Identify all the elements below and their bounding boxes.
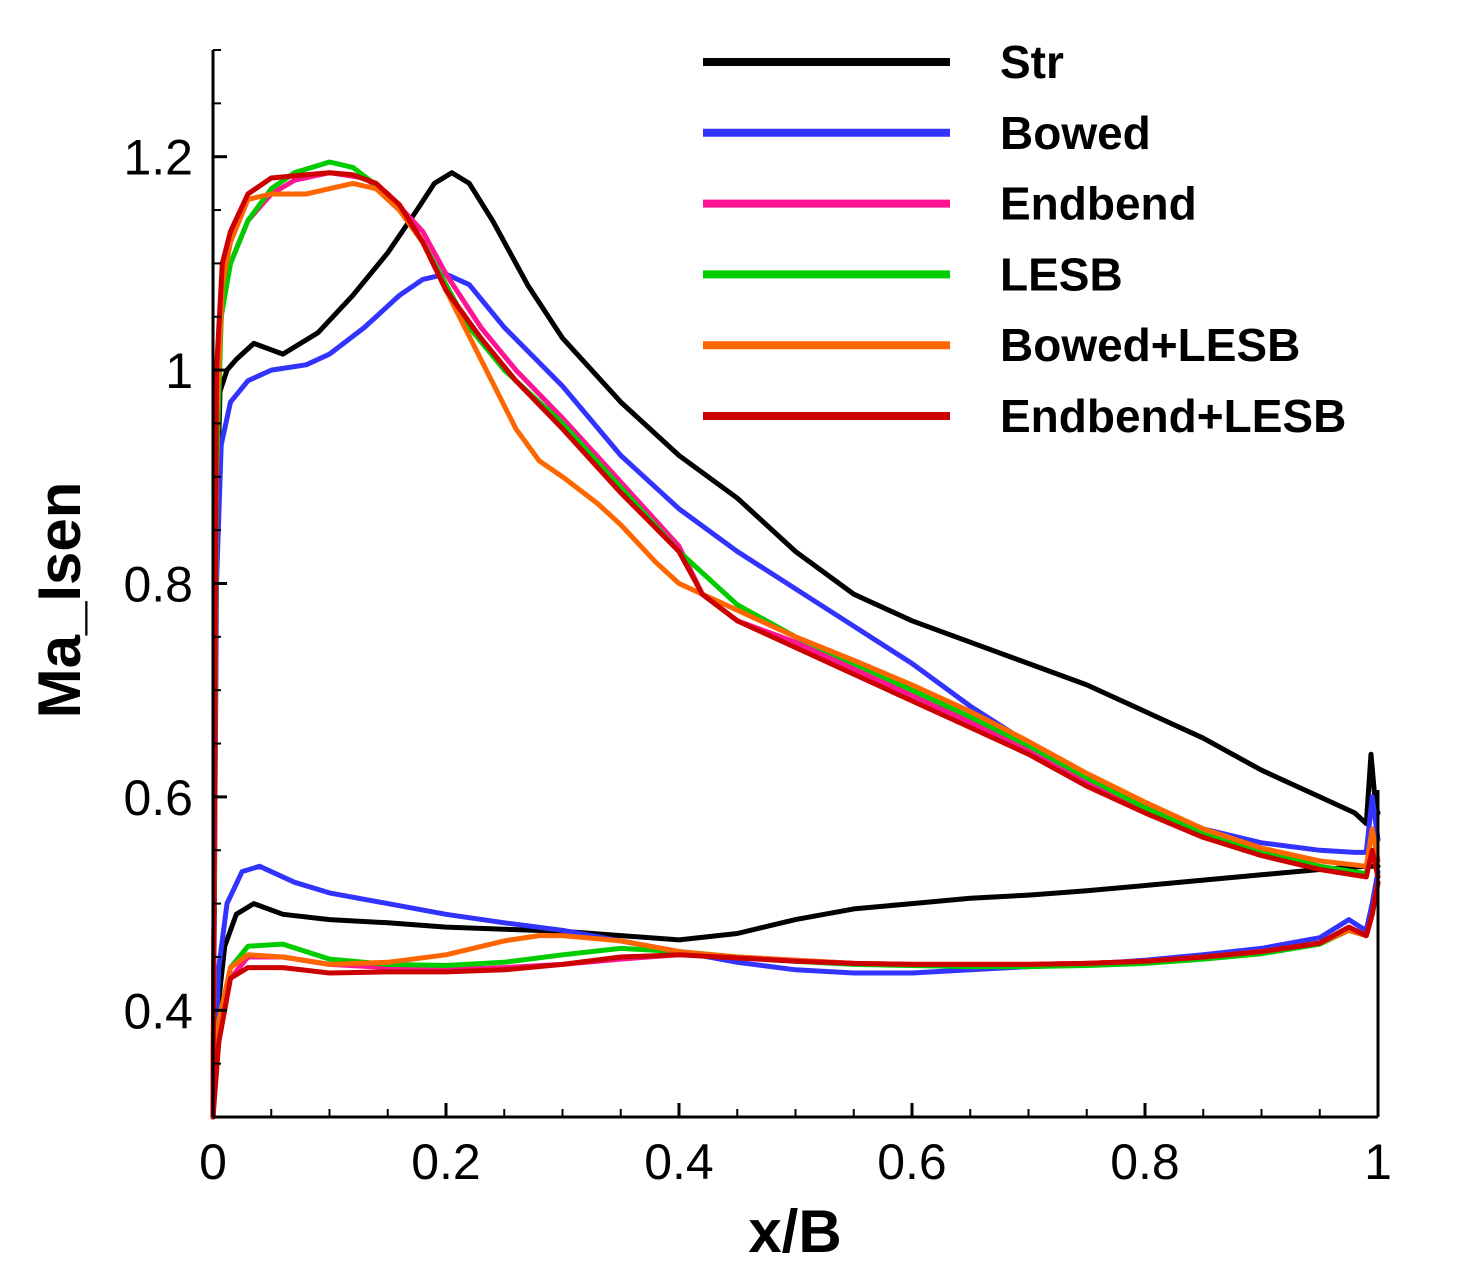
x-tick-label: 0.8 bbox=[1110, 1134, 1180, 1190]
x-tick-label: 0 bbox=[199, 1134, 227, 1190]
series-line-bowed-suction-side bbox=[210, 271, 1381, 1120]
legend-label-bowed: Bowed bbox=[1000, 107, 1151, 159]
legend-label-str: Str bbox=[1000, 36, 1064, 88]
x-tick-label: 1 bbox=[1364, 1134, 1392, 1190]
legend-label-endbend-lesb: Endbend+LESB bbox=[1000, 390, 1346, 442]
legend-label-lesb: LESB bbox=[1000, 248, 1123, 300]
y-tick-label: 1 bbox=[165, 343, 193, 399]
y-axis-title: Ma_Isen bbox=[26, 482, 93, 719]
series-line-bowed-lesb-suction-side bbox=[210, 180, 1381, 1120]
series-line-bowed-pressure-side bbox=[210, 863, 1381, 1120]
x-tick-label: 0.4 bbox=[644, 1134, 714, 1190]
legend: Str Bowed Endbend LESB Bowed+LESB Endbend+LES… bbox=[703, 36, 1346, 442]
y-tick-label: 0.8 bbox=[123, 557, 193, 613]
y-tick-label: 0.6 bbox=[123, 770, 193, 826]
ticks-layer: 0 0.2 0.4 0.6 0.8 1 0.4 0.6 0.8 1 1.2 bbox=[123, 49, 1392, 1190]
y-tick-label: 1.2 bbox=[123, 130, 193, 186]
x-axis-title: x/B bbox=[748, 1198, 841, 1265]
legend-label-endbend: Endbend bbox=[1000, 178, 1197, 230]
series-line-endbend-lesb-suction-side bbox=[210, 170, 1381, 1120]
x-tick-label: 0.6 bbox=[877, 1134, 947, 1190]
series-line-lesb-suction-side bbox=[210, 159, 1381, 1120]
series-line-endbend-lesb-pressure-side bbox=[210, 879, 1381, 1120]
legend-label-bowed-lesb: Bowed+LESB bbox=[1000, 319, 1300, 371]
series-line-str-pressure-side bbox=[210, 863, 1381, 1120]
x-tick-label: 0.2 bbox=[411, 1134, 481, 1190]
y-tick-label: 0.4 bbox=[123, 983, 193, 1039]
series-line-str-suction-side bbox=[210, 170, 1381, 1120]
series-layer bbox=[210, 159, 1381, 1120]
